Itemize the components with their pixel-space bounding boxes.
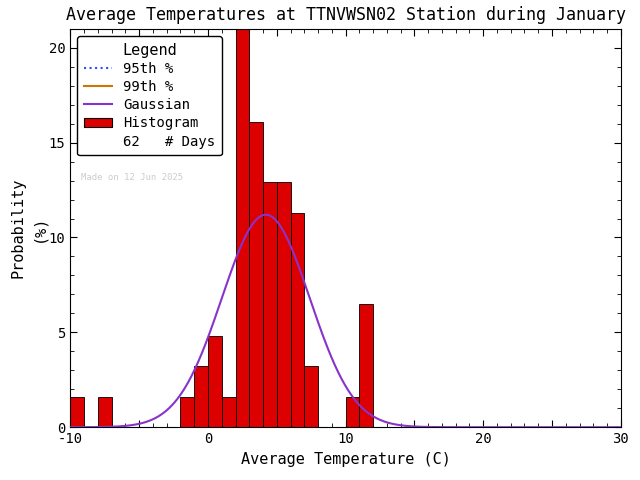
Bar xyxy=(263,182,277,427)
Title: Average Temperatures at TTNVWSN02 Station during January: Average Temperatures at TTNVWSN02 Statio… xyxy=(66,6,626,24)
Bar xyxy=(222,397,236,427)
Legend: 95th %, 99th %, Gaussian, Histogram, 62   # Days: 95th %, 99th %, Gaussian, Histogram, 62 … xyxy=(77,36,222,156)
Bar xyxy=(236,29,250,427)
Bar xyxy=(250,122,263,427)
Bar xyxy=(305,367,318,427)
Bar xyxy=(70,397,84,427)
Bar xyxy=(180,397,195,427)
Bar xyxy=(208,336,222,427)
Bar xyxy=(346,397,360,427)
Text: Made on 12 Jun 2025: Made on 12 Jun 2025 xyxy=(81,173,184,182)
Y-axis label: Probability
(%): Probability (%) xyxy=(10,178,46,278)
Bar xyxy=(291,213,305,427)
X-axis label: Average Temperature (C): Average Temperature (C) xyxy=(241,452,451,467)
Bar xyxy=(195,367,208,427)
Bar xyxy=(98,397,112,427)
Bar xyxy=(360,304,373,427)
Bar xyxy=(277,182,291,427)
